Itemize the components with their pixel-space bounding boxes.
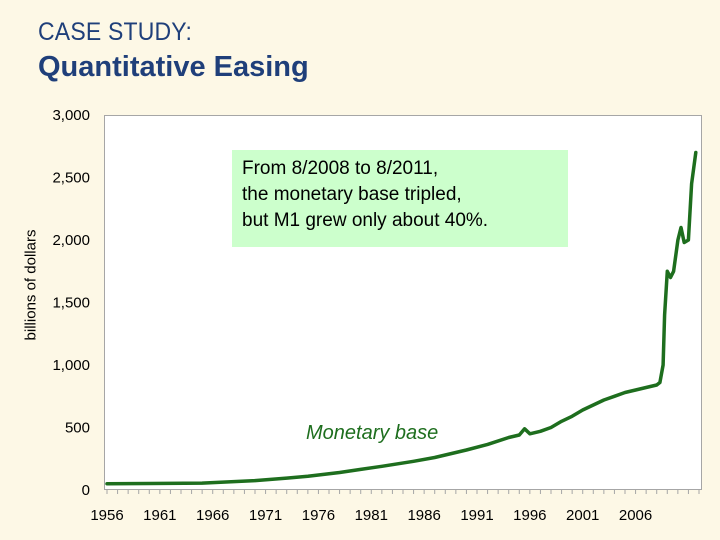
y-axis-label: billions of dollars xyxy=(23,230,40,341)
x-tick-label: 2001 xyxy=(566,507,599,524)
x-tick-label: 1991 xyxy=(460,507,493,524)
callout-line-3: but M1 grew only about 40%. xyxy=(242,208,568,234)
y-tick-label: 2,000 xyxy=(52,232,90,249)
series-label-monetary-base: Monetary base xyxy=(306,422,438,445)
x-tick-label: 1976 xyxy=(302,507,335,524)
x-tick-label: 1956 xyxy=(90,507,123,524)
x-tick-label: 1961 xyxy=(143,507,176,524)
callout-line-2: the monetary base tripled, xyxy=(242,182,568,208)
annotation-callout: From 8/2008 to 8/2011, the monetary base… xyxy=(232,150,568,247)
x-tick-label: 1996 xyxy=(513,507,546,524)
y-tick-label: 0 xyxy=(82,482,90,499)
y-tick-label: 1,500 xyxy=(52,295,90,312)
callout-line-1: From 8/2008 to 8/2011, xyxy=(242,156,568,182)
x-tick-label: 1981 xyxy=(355,507,388,524)
y-tick-label: 500 xyxy=(65,420,90,437)
x-tick-label: 1966 xyxy=(196,507,229,524)
y-tick-label: 3,000 xyxy=(52,107,90,124)
y-tick-label: 2,500 xyxy=(52,170,90,187)
y-tick-label: 1,000 xyxy=(52,357,90,374)
x-tick-label: 1971 xyxy=(249,507,282,524)
x-tick-label: 2006 xyxy=(619,507,652,524)
x-tick-label: 1986 xyxy=(407,507,440,524)
